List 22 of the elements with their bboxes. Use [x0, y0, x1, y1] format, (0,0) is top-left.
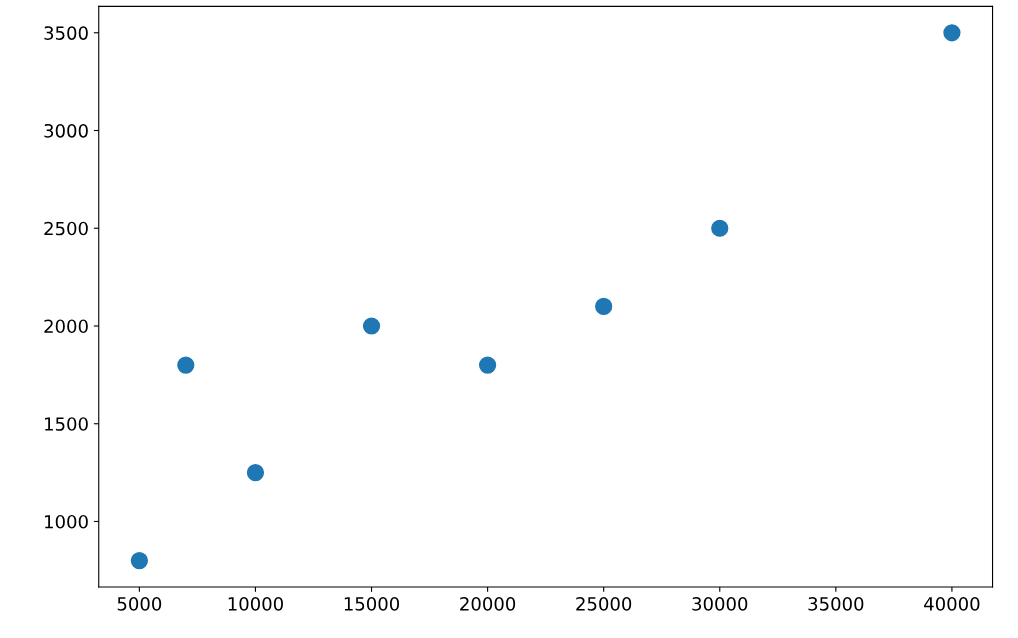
y-tick-label: 1500: [45, 417, 88, 431]
x-tick-label: 40000: [924, 597, 980, 611]
y-tick-label: 1000: [45, 514, 88, 529]
point: [711, 219, 729, 237]
x-tick-label: 35000: [808, 597, 864, 611]
x-tick-label: 25000: [576, 597, 632, 611]
point: [177, 356, 195, 374]
x-tick-label: 10000: [228, 597, 283, 611]
x-tick-label: 30000: [692, 597, 748, 611]
point: [362, 317, 381, 335]
y-tick-label: 2500: [44, 221, 88, 236]
point: [478, 356, 497, 374]
point: [595, 297, 613, 316]
x-tick-label: 5000: [117, 597, 162, 611]
x-tick-label: 15000: [344, 597, 400, 611]
point: [130, 551, 148, 570]
point: [943, 24, 961, 42]
point: [246, 463, 265, 482]
y-tick-label: 3000: [44, 123, 88, 138]
y-tick-label: 3500: [44, 26, 88, 40]
x-tick-label: 20000: [460, 597, 516, 611]
y-tick-label: 2000: [44, 319, 88, 334]
